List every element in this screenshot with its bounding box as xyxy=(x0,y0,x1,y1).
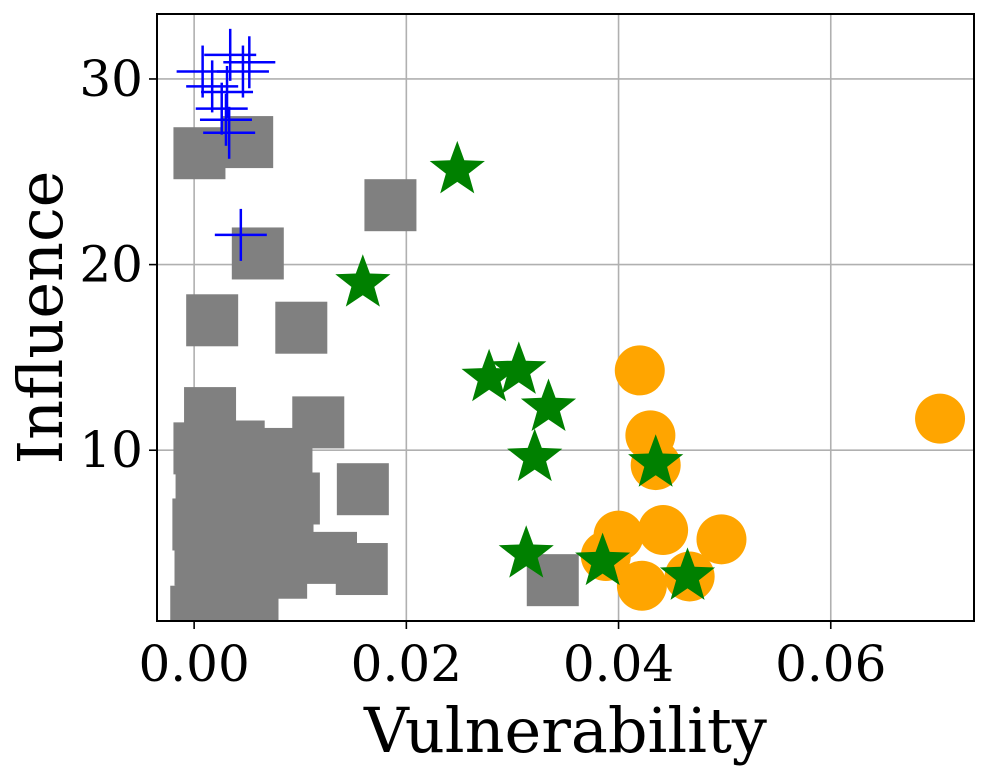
orange-circle-point xyxy=(696,514,747,565)
x-axis-title: Vulnerability xyxy=(363,694,767,767)
marks-layer xyxy=(170,28,966,621)
x-tick-label: 0.02 xyxy=(351,635,462,693)
green-star-point xyxy=(520,378,577,431)
green-star-point xyxy=(461,348,517,402)
blue-plus-point xyxy=(195,82,248,135)
plot-frame xyxy=(156,13,975,622)
orange-circle-point xyxy=(638,505,689,556)
y-tick-label: 30 xyxy=(79,50,143,108)
green-star-point xyxy=(628,434,684,487)
gray-square-point xyxy=(186,294,239,347)
gray-square-point xyxy=(364,179,417,232)
blue-plus-point xyxy=(223,36,276,89)
x-tick-label: 0.00 xyxy=(138,635,249,693)
blue-plus-point xyxy=(186,60,239,113)
blue-plus-point xyxy=(214,208,267,261)
gray-square-point xyxy=(275,301,328,354)
green-star-point xyxy=(498,525,554,578)
green-star-point xyxy=(429,140,485,194)
gray-square-point xyxy=(173,127,226,180)
green-star-point xyxy=(491,341,547,394)
orange-circle-point xyxy=(614,345,665,396)
gray-square-point xyxy=(335,543,388,596)
green-star-point xyxy=(507,428,563,482)
y-tick-label: 20 xyxy=(79,236,143,294)
orange-circle-point xyxy=(616,560,667,611)
gray-square-point xyxy=(187,589,240,621)
orange-circle-point xyxy=(915,393,966,444)
green-star-point xyxy=(335,254,391,307)
blue-plus-point xyxy=(216,45,269,98)
x-tick-label: 0.04 xyxy=(563,635,674,693)
x-tick-label: 0.06 xyxy=(775,635,886,693)
y-tick-label: 10 xyxy=(79,421,143,479)
blue-plus-point xyxy=(199,93,252,146)
ticks-layer: 0.00 0.02 0.04 0.06 10 20 30 xyxy=(79,50,886,693)
y-axis-title: Influence xyxy=(4,171,77,465)
blue-plus-point xyxy=(203,106,256,159)
green-star-point xyxy=(575,532,631,586)
green-star-point xyxy=(659,547,716,600)
gray-square-point xyxy=(336,463,389,516)
